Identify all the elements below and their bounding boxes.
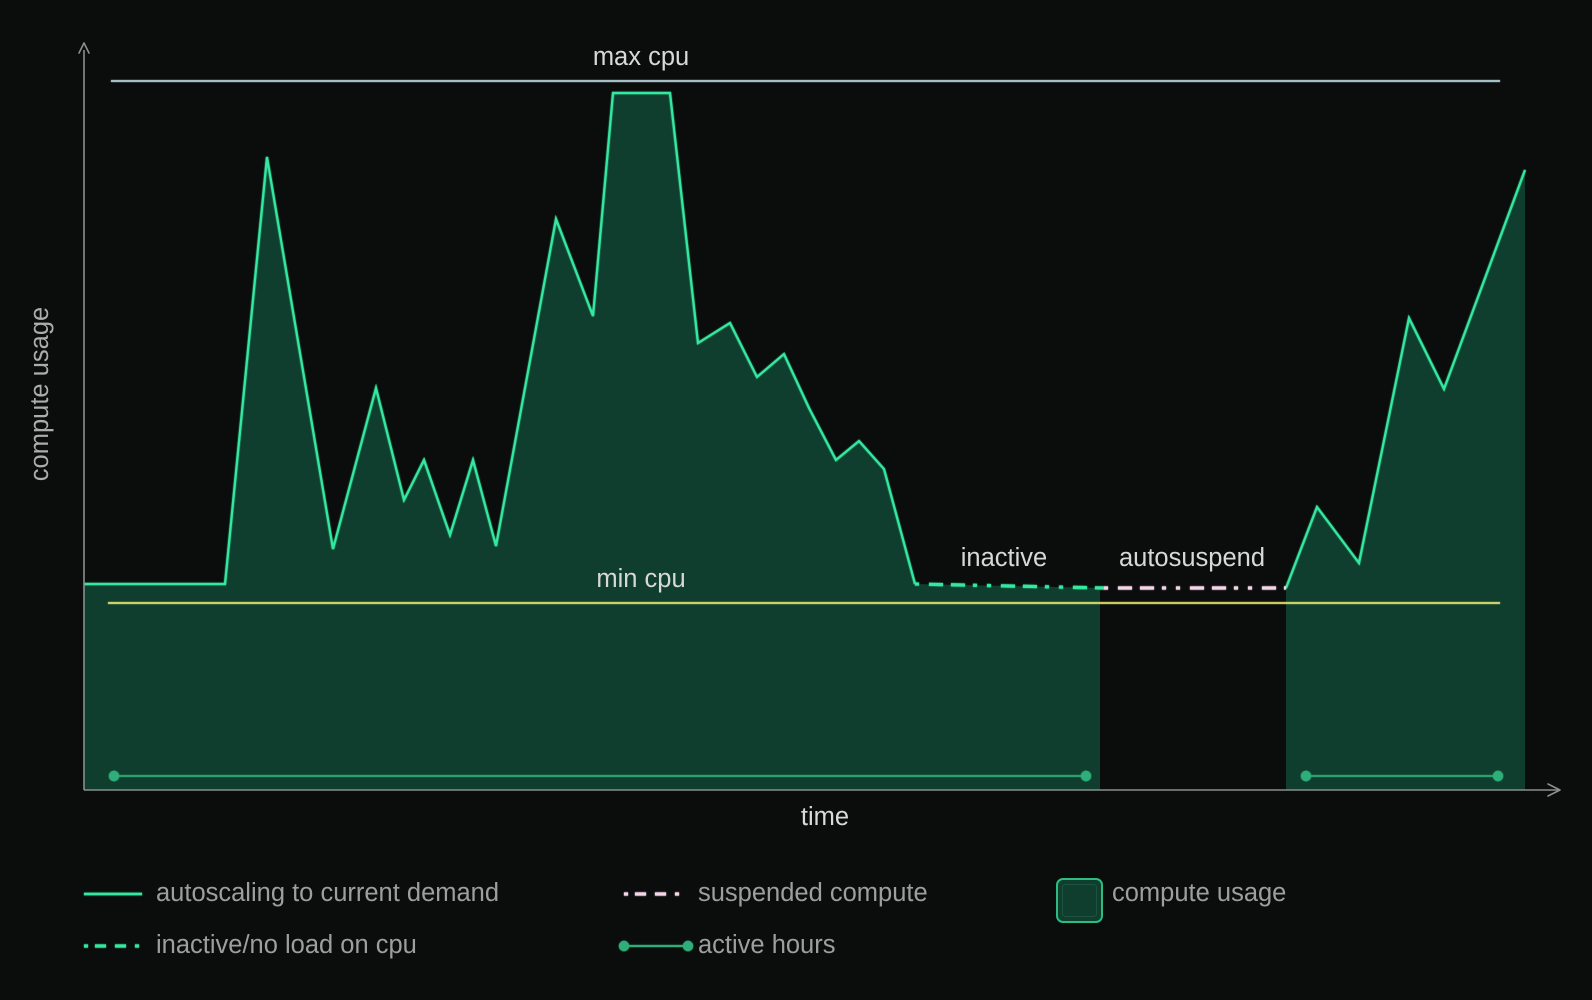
svg-text:max cpu: max cpu <box>593 43 689 71</box>
svg-text:autoscaling to current demand: autoscaling to current demand <box>156 879 499 907</box>
svg-text:inactive: inactive <box>961 544 1047 572</box>
svg-text:compute usage: compute usage <box>1112 879 1286 907</box>
svg-text:active hours: active hours <box>698 931 836 959</box>
svg-text:autosuspend: autosuspend <box>1119 544 1265 572</box>
svg-text:suspended compute: suspended compute <box>698 879 928 907</box>
svg-text:min cpu: min cpu <box>596 565 685 593</box>
svg-text:time: time <box>801 803 849 831</box>
svg-text:inactive/no load on cpu: inactive/no load on cpu <box>156 931 417 959</box>
svg-text:compute usage: compute usage <box>26 307 54 481</box>
